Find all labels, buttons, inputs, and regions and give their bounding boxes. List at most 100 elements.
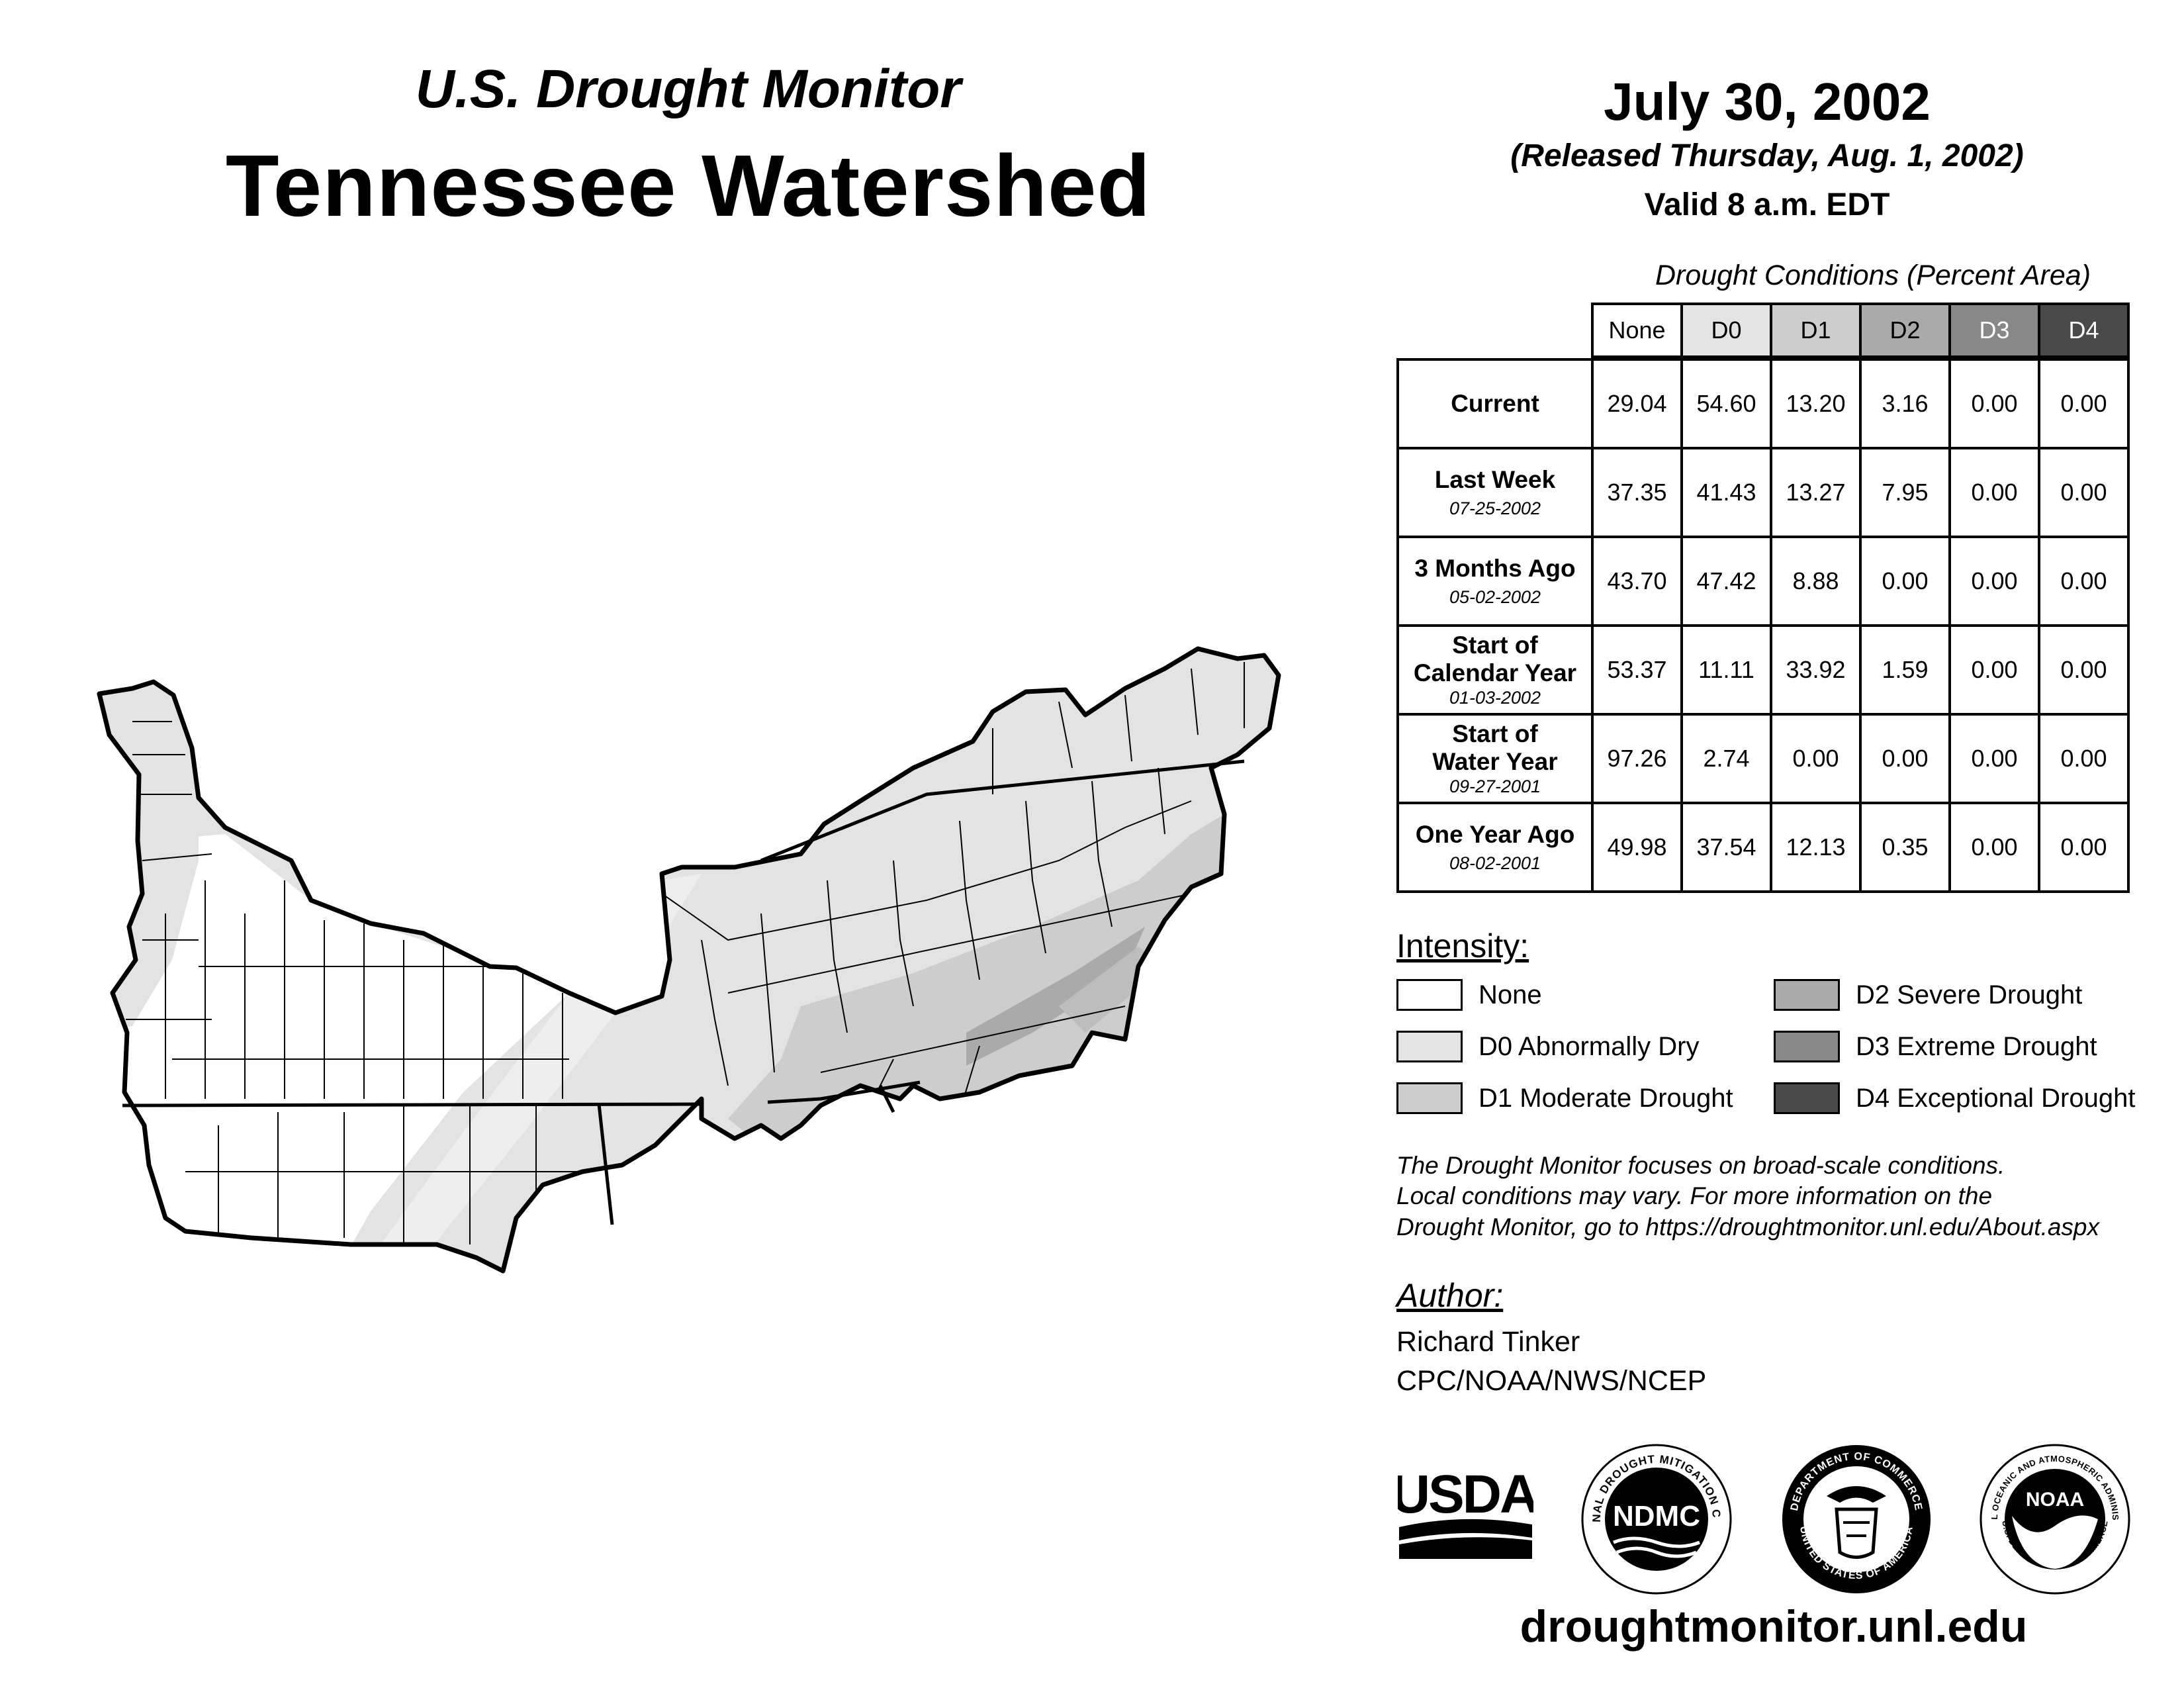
cell-d0: 41.43: [1680, 447, 1772, 538]
table-row: Last Week 07-25-2002 37.35 41.43 13.27 7…: [1396, 447, 2130, 538]
author-org: CPC/NOAA/NWS/NCEP: [1396, 1365, 1707, 1397]
cell-d0: 37.54: [1680, 802, 1772, 893]
cell-d4: 0.00: [2038, 802, 2130, 893]
legend-item-d3: D3 Extreme Drought: [1774, 1030, 2097, 1063]
cell-d4: 0.00: [2038, 447, 2130, 538]
cell-none: 37.35: [1591, 447, 1683, 538]
map-date: July 30, 2002: [1604, 72, 1931, 131]
legend-label: D4 Exceptional Drought: [1856, 1083, 2136, 1113]
legend-item-d0: D0 Abnormally Dry: [1396, 1030, 1699, 1063]
state-lines: [122, 759, 1245, 1225]
note-line: Local conditions may vary. For more info…: [1396, 1182, 1993, 1210]
release-date: (Released Thursday, Aug. 1, 2002): [1510, 138, 2024, 173]
cell-d2: 0.00: [1859, 713, 1951, 804]
department-of-commerce-seal-icon: DEPARTMENT OF COMMERCE UNITED STATES OF …: [1782, 1445, 1931, 1593]
cell-d3: 0.00: [1948, 447, 2040, 538]
cell-d1: 13.20: [1770, 358, 1862, 449]
row-label: 3 Months Ago 05-02-2002: [1396, 536, 1594, 627]
legend-label: D0 Abnormally Dry: [1479, 1031, 1700, 1061]
cell-d0: 2.74: [1680, 713, 1772, 804]
drought-conditions-table: None D0 D1 D2 D3 D4 Current 29.04 54.60 …: [1396, 303, 2130, 893]
cell-d3: 0.00: [1948, 536, 2040, 627]
cell-d2: 3.16: [1859, 358, 1951, 449]
author-title: Author:: [1396, 1277, 1504, 1314]
county-lines: [126, 662, 1245, 1244]
legend-item-none: None: [1396, 978, 1542, 1011]
map-title: Tennessee Watershed: [225, 137, 1152, 234]
table-header-blank: [1398, 304, 1592, 357]
legend-swatch-d2: [1774, 979, 1840, 1011]
table-header-row: None D0 D1 D2 D3 D4: [1398, 303, 2130, 358]
cell-d1: 33.92: [1770, 624, 1862, 716]
legend-item-d1: D1 Moderate Drought: [1396, 1082, 1733, 1115]
cell-d2: 0.00: [1859, 536, 1951, 627]
legend-label: D2 Severe Drought: [1856, 980, 2083, 1009]
disclaimer-note: The Drought Monitor focuses on broad-sca…: [1396, 1150, 2164, 1243]
usda-logo-text: USDA: [1398, 1466, 1533, 1524]
col-header-d1: D1: [1770, 303, 1862, 358]
map-subtitle: U.S. Drought Monitor: [415, 59, 962, 119]
map-none-area: [99, 834, 569, 1258]
col-header-d0: D0: [1680, 303, 1772, 358]
table-row: Start of Calendar Year 01-03-2002 53.37 …: [1396, 624, 2130, 716]
row-label: Current: [1396, 358, 1594, 449]
noaa-logo-icon: NATIONAL OCEANIC AND ATMOSPHERIC ADMINIS…: [1979, 1443, 2130, 1595]
drought-map: [97, 646, 1281, 1274]
cell-d1: 0.00: [1770, 713, 1862, 804]
noaa-logo-text: NOAA: [2026, 1489, 2084, 1511]
legend-label: None: [1479, 980, 1542, 1009]
row-label-date: 08-02-2001: [1449, 853, 1541, 873]
table-caption: Drought Conditions (Percent Area): [1655, 259, 2091, 291]
row-label-date: 05-02-2002: [1449, 586, 1541, 607]
cell-none: 43.70: [1591, 536, 1683, 627]
cell-d3: 0.00: [1948, 802, 2040, 893]
cell-d1: 8.88: [1770, 536, 1862, 627]
col-header-d4: D4: [2038, 303, 2130, 358]
row-label: One Year Ago 08-02-2001: [1396, 802, 1594, 893]
row-label-main: 3 Months Ago: [1414, 555, 1576, 583]
cell-d3: 0.00: [1948, 358, 2040, 449]
legend-item-d4: D4 Exceptional Drought: [1774, 1082, 2135, 1115]
cell-d4: 0.00: [2038, 624, 2130, 716]
ndmc-logo-icon: NATIONAL DROUGHT MITIGATION CENTER UNIVE…: [1580, 1443, 1732, 1595]
row-label-main: Current: [1451, 389, 1539, 417]
row-label-date: 09-27-2001: [1449, 776, 1541, 797]
note-line: Drought Monitor, go to https://droughtmo…: [1396, 1213, 2099, 1241]
cell-d3: 0.00: [1948, 624, 2040, 716]
legend-label: D1 Moderate Drought: [1479, 1083, 1733, 1113]
table-row: 3 Months Ago 05-02-2002 43.70 47.42 8.88…: [1396, 536, 2130, 627]
cell-d2: 1.59: [1859, 624, 1951, 716]
legend-swatch-none: [1396, 979, 1463, 1011]
row-label: Start of Calendar Year 01-03-2002: [1396, 624, 1594, 716]
ndmc-logo-text: NDMC: [1613, 1500, 1700, 1532]
cell-d2: 7.95: [1859, 447, 1951, 538]
col-header-d2: D2: [1859, 303, 1951, 358]
cell-d2: 0.35: [1859, 802, 1951, 893]
legend-item-d2: D2 Severe Drought: [1774, 978, 2082, 1011]
row-label-main: Start of: [1452, 631, 1538, 659]
legend-swatch-d1: [1396, 1082, 1463, 1114]
table-row: Start of Water Year 09-27-2001 97.26 2.7…: [1396, 713, 2130, 804]
cell-none: 53.37: [1591, 624, 1683, 716]
cell-none: 49.98: [1591, 802, 1683, 893]
website-url[interactable]: droughtmonitor.unl.edu: [1520, 1601, 2028, 1652]
row-label-main: Start of: [1452, 720, 1538, 747]
usda-logo-icon: USDA: [1398, 1466, 1533, 1559]
row-label-main-2: Calendar Year: [1413, 659, 1577, 687]
col-header-none: None: [1591, 303, 1683, 358]
row-label-main: One Year Ago: [1415, 821, 1575, 849]
author-name: Richard Tinker: [1396, 1326, 1580, 1358]
legend-label: D3 Extreme Drought: [1856, 1031, 2097, 1061]
legend-swatch-d0: [1396, 1031, 1463, 1062]
row-label-date: 07-25-2002: [1449, 498, 1541, 518]
cell-none: 97.26: [1591, 713, 1683, 804]
row-label-date: 01-03-2002: [1449, 688, 1541, 708]
row-label: Last Week 07-25-2002: [1396, 447, 1594, 538]
cell-d4: 0.00: [2038, 713, 2130, 804]
watershed-outline: [97, 646, 1281, 1274]
row-label: Start of Water Year 09-27-2001: [1396, 713, 1594, 804]
col-header-d3: D3: [1948, 303, 2040, 358]
table-row: One Year Ago 08-02-2001 49.98 37.54 12.1…: [1396, 802, 2130, 893]
cell-d4: 0.00: [2038, 358, 2130, 449]
legend-swatch-d4: [1774, 1082, 1840, 1114]
